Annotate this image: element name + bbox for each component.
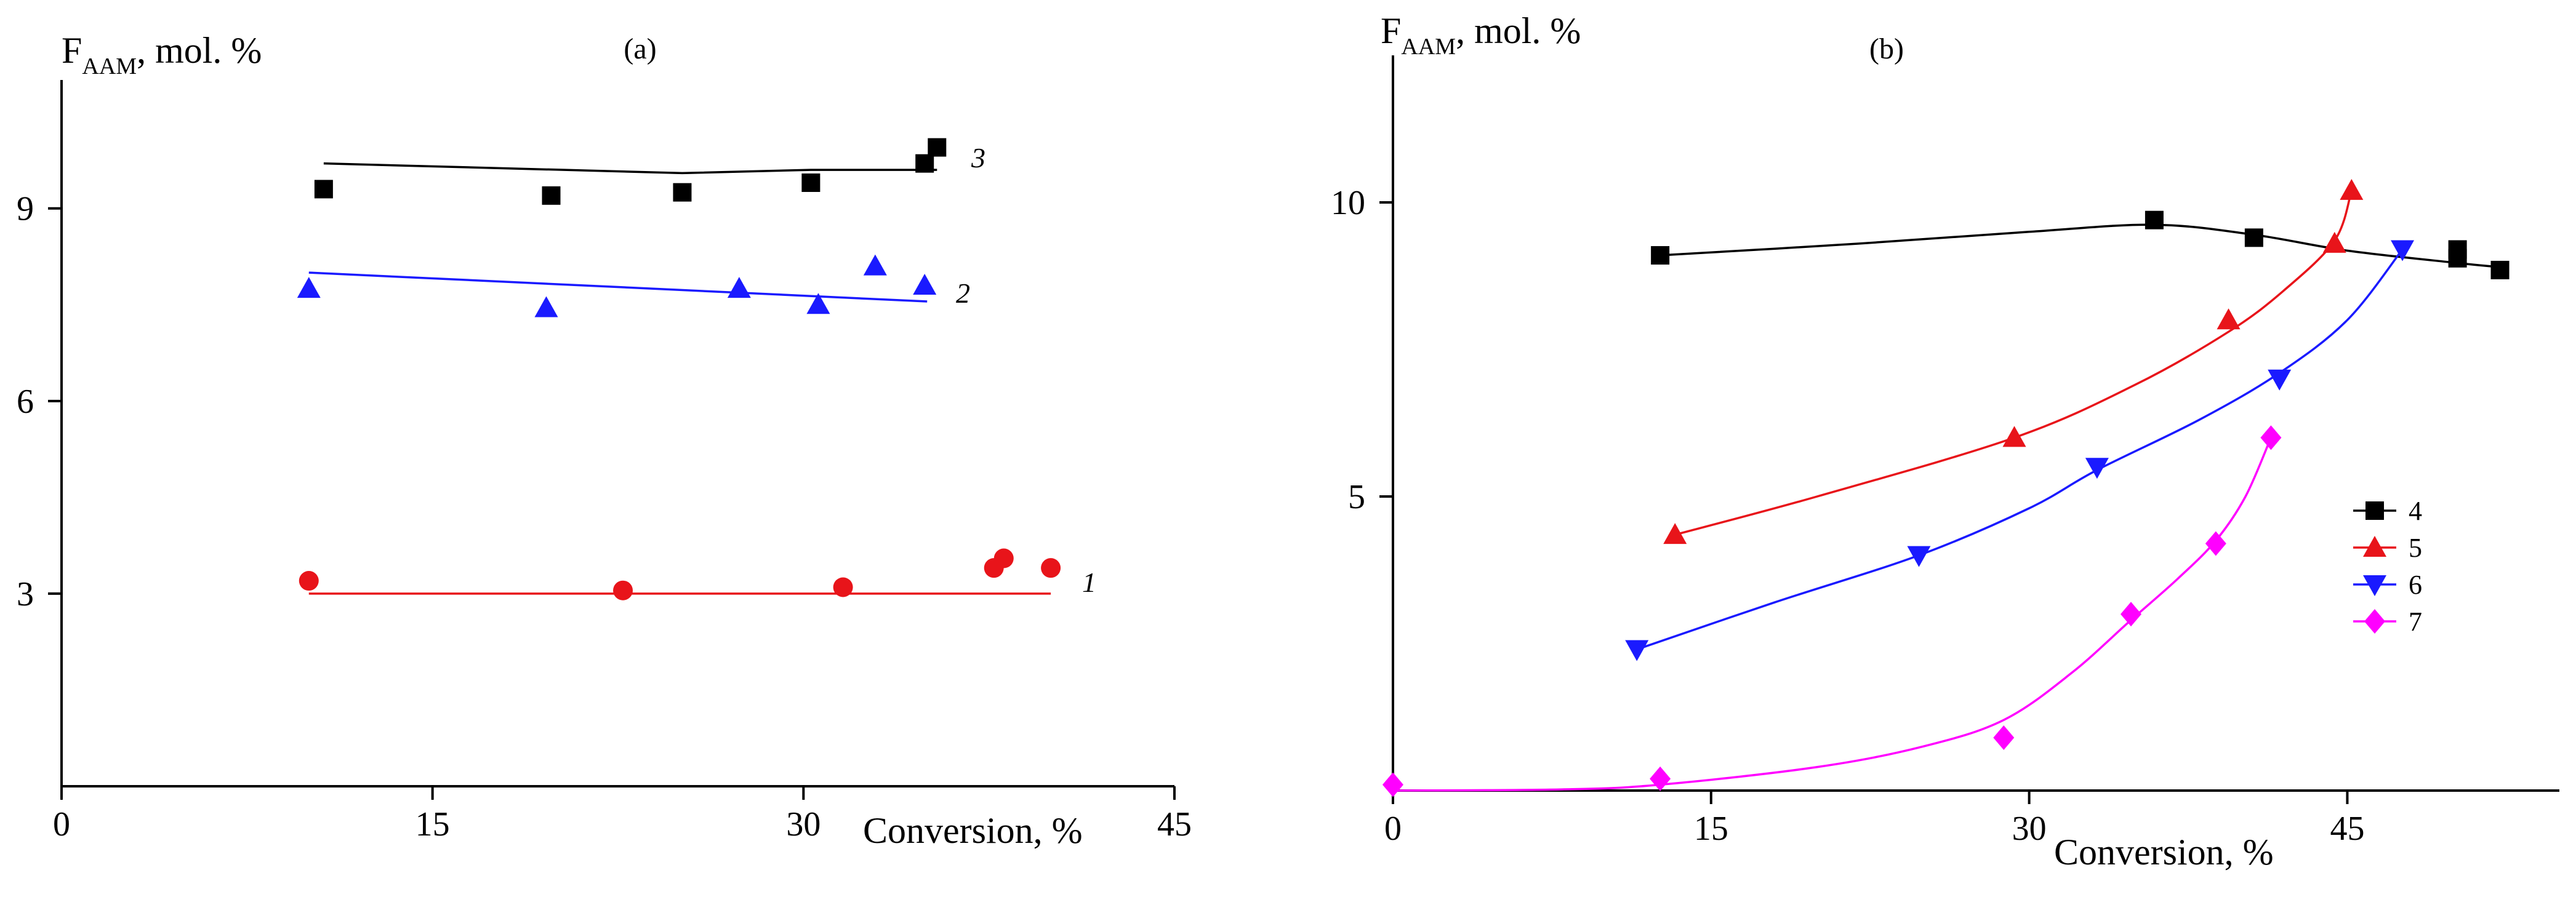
legend: 4 5 6 7 (2353, 496, 2422, 637)
legend-marker-7 (2364, 609, 2385, 634)
legend-label-4: 4 (2409, 496, 2422, 526)
data-point-5 (2340, 178, 2364, 200)
legend-label-6: 6 (2409, 570, 2422, 600)
data-point-3 (542, 186, 561, 205)
panel-label: (a) (624, 33, 656, 65)
panel-label: (b) (1869, 33, 1904, 65)
data-point-1 (993, 548, 1014, 568)
x-tick-label: 0 (1384, 810, 1402, 848)
data-point-5 (2217, 308, 2241, 330)
legend-marker-4 (2365, 501, 2384, 520)
fit-line-6 (1636, 249, 2404, 651)
x-tick-label: 0 (53, 805, 70, 843)
fit-line-3 (323, 162, 937, 175)
x-tick-label: 15 (1694, 810, 1728, 848)
data-point-7 (1650, 766, 1671, 791)
data-point-2 (863, 254, 887, 276)
data-point-7 (2260, 425, 2282, 450)
data-point-1 (299, 571, 319, 591)
series-label-3: 3 (971, 142, 985, 173)
data-point-7 (2121, 602, 2142, 627)
series-7 (1382, 425, 2282, 797)
x-axis-label: Conversion, % (2054, 832, 2274, 872)
series-1: 1 (299, 548, 1096, 600)
y-axis-label: FAAM, mol. % (62, 30, 262, 79)
data-point-1 (833, 577, 853, 597)
legend-marker-5 (2363, 536, 2386, 557)
y-tick-label: 5 (1348, 478, 1365, 516)
data-point-1 (1041, 558, 1061, 578)
series-label-1: 1 (1082, 567, 1096, 598)
data-point-1 (613, 580, 633, 600)
data-point-2 (727, 277, 751, 298)
legend-marker-6 (2363, 575, 2386, 596)
data-point-7 (1382, 772, 1403, 797)
data-point-2 (913, 273, 937, 295)
x-axis-label: Conversion, % (863, 810, 1083, 851)
x-tick-label: 30 (786, 805, 821, 843)
data-point-3 (915, 154, 934, 173)
data-point-4 (2145, 210, 2164, 229)
series-4 (1651, 210, 2510, 279)
data-point-3 (928, 138, 947, 157)
x-tick-label: 45 (2330, 810, 2364, 848)
data-point-3 (673, 183, 692, 202)
data-point-2 (297, 277, 321, 298)
y-tick-label: 9 (17, 190, 34, 228)
fit-line-2 (308, 271, 928, 303)
data-point-6 (2085, 458, 2109, 479)
data-point-5 (1663, 523, 1687, 544)
series-label-2: 2 (956, 277, 970, 309)
data-point-5 (2002, 426, 2026, 447)
data-point-7 (1993, 725, 2015, 750)
data-point-2 (806, 293, 830, 314)
x-tick-label: 45 (1157, 805, 1192, 843)
series-6 (1625, 240, 2415, 661)
data-point-4 (2448, 249, 2467, 268)
data-point-4 (2244, 228, 2263, 247)
x-tick-label: 30 (2012, 810, 2047, 848)
fit-line-5 (1674, 190, 2353, 536)
data-point-7 (2205, 531, 2226, 556)
data-point-6 (2391, 240, 2415, 261)
y-tick-label: 3 (17, 575, 34, 613)
data-point-6 (1907, 546, 1931, 567)
data-point-3 (801, 173, 821, 192)
data-point-6 (2268, 369, 2292, 391)
legend-label-5: 5 (2409, 533, 2422, 563)
x-tick-label: 15 (415, 805, 450, 843)
chart-panel-a: 0 15 30 45 3 6 9 FAAM, mol. % (a) Conversion, % 1 2… (17, 30, 1192, 851)
series-5 (1663, 178, 2364, 544)
data-point-4 (1651, 246, 1670, 265)
series-2: 2 (297, 254, 970, 317)
y-tick-label: 6 (17, 383, 34, 421)
series-3: 3 (314, 138, 985, 205)
data-point-5 (2322, 231, 2346, 253)
y-tick-label: 10 (1331, 184, 1365, 222)
data-point-2 (534, 296, 558, 317)
data-point-4 (2490, 260, 2510, 279)
y-axis-label: FAAM, mol. % (1381, 10, 1581, 60)
legend-label-7: 7 (2409, 607, 2422, 637)
data-point-6 (1625, 640, 1649, 661)
data-point-3 (314, 180, 333, 199)
